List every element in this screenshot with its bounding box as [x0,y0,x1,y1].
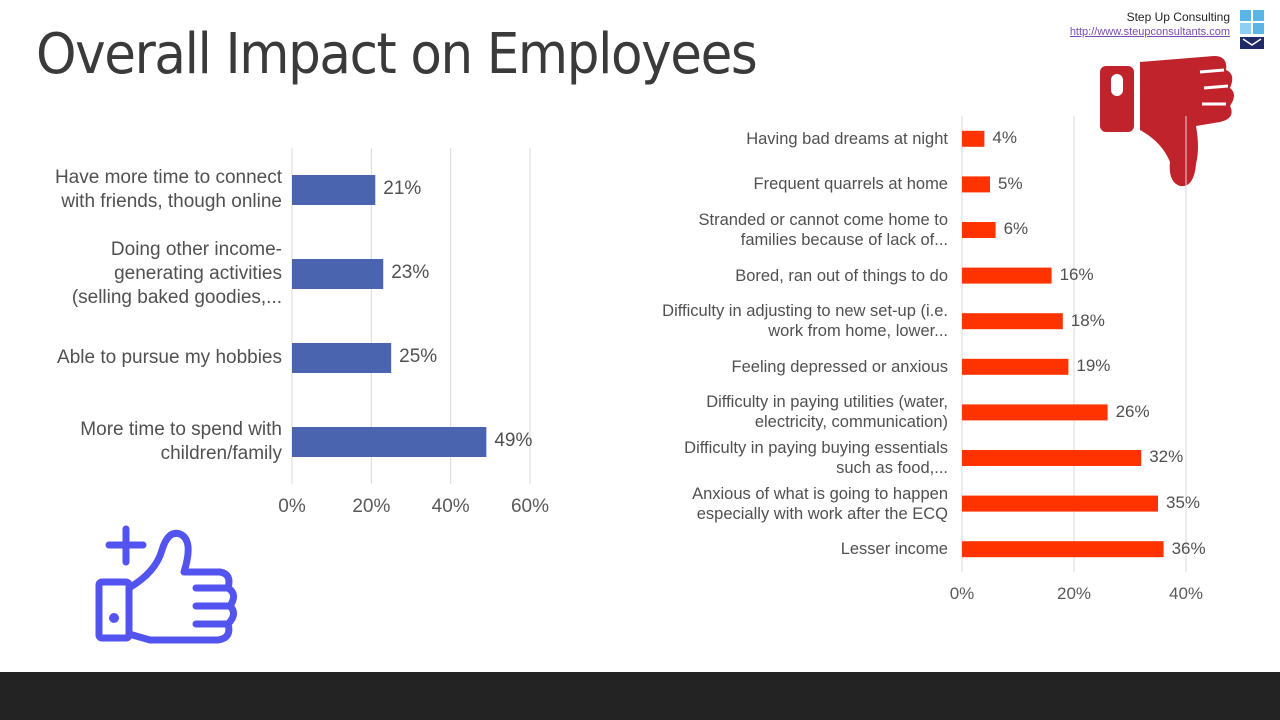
thumbs-down-icon [1100,56,1234,187]
category-label: Bored, ran out of things to do [735,266,948,285]
bar [962,404,1108,421]
page-title: Overall Impact on Employees [36,22,758,87]
bar [962,495,1158,512]
bar-value-label: 4% [992,128,1017,148]
bar-value-label: 21% [383,178,422,200]
x-tick-label: 20% [1056,584,1092,603]
bar [962,222,996,238]
bar [962,358,1069,375]
bar [962,450,1142,466]
category-label: Feeling depressed or anxious [731,357,948,376]
bar [292,175,376,205]
bar-value-label: 16% [1059,265,1094,285]
brand-url-link[interactable]: http://www.steupconsultants.com [1069,26,1230,38]
category-label: Lesser income [840,540,948,559]
negative-impact-chart: 0% 20% 40% 4% Having bad dreams at night 5% Fr… [640,110,1280,610]
category-label: Difficulty in adjusting to new set-up (i… [662,302,948,341]
brand-logo-icon [1240,10,1264,49]
positive-impact-chart-svg [291,148,531,484]
category-label: Difficulty in paying utilities (water, e… [706,393,948,432]
bar-value-label: 32% [1149,447,1184,467]
x-tick-label: 0% [278,496,306,517]
footer-bar [0,672,1280,720]
brand-block: Step Up Consulting http://www.steupconsu… [1070,10,1230,38]
bar [962,176,990,193]
category-label: Difficulty in paying buying essentials s… [684,438,948,477]
bar-value-label: 36% [1171,538,1206,558]
bar [962,313,1063,330]
bar [292,427,487,457]
bar-value-label: 26% [1115,401,1150,421]
negative-impact-chart-svg [961,116,1187,572]
category-label: Doing other income-generating activities… [71,239,282,308]
category-label: Frequent quarrels at home [753,175,948,194]
brand-name: Step Up Consulting [1126,10,1230,24]
positive-impact-chart: 0% 20% 40% 60% 21% Have more time to connect … [0,120,620,540]
bar-value-label: 49% [494,430,533,452]
x-tick-label: 0% [949,584,975,603]
category-label: Having bad dreams at night [746,129,948,148]
category-label: Stranded or cannot come home to families… [698,210,948,249]
bar [292,343,392,373]
bar-value-label: 6% [1003,219,1029,239]
category-label: More time to spend with children/family [80,419,282,464]
x-tick-label: 60% [510,496,550,517]
bar [292,259,384,289]
x-tick-label: 40% [431,496,470,517]
bar-value-label: 5% [998,173,1023,193]
bar-value-label: 25% [399,346,438,368]
bar [962,267,1052,284]
bar [962,130,985,147]
bar-value-label: 23% [391,262,430,284]
bar-value-label: 18% [1070,310,1105,330]
bar-value-label: 19% [1076,356,1111,376]
x-tick-label: 20% [352,496,391,517]
thumbs-up-plus-icon [95,525,237,644]
bar-value-label: 35% [1166,493,1201,513]
category-label: Have more time to connect with friends, … [54,167,282,212]
category-label: Anxious of what is going to happen espec… [692,484,948,523]
bar [962,541,1164,558]
x-tick-label: 40% [1168,584,1204,603]
category-label: Able to pursue my hobbies [57,347,282,368]
